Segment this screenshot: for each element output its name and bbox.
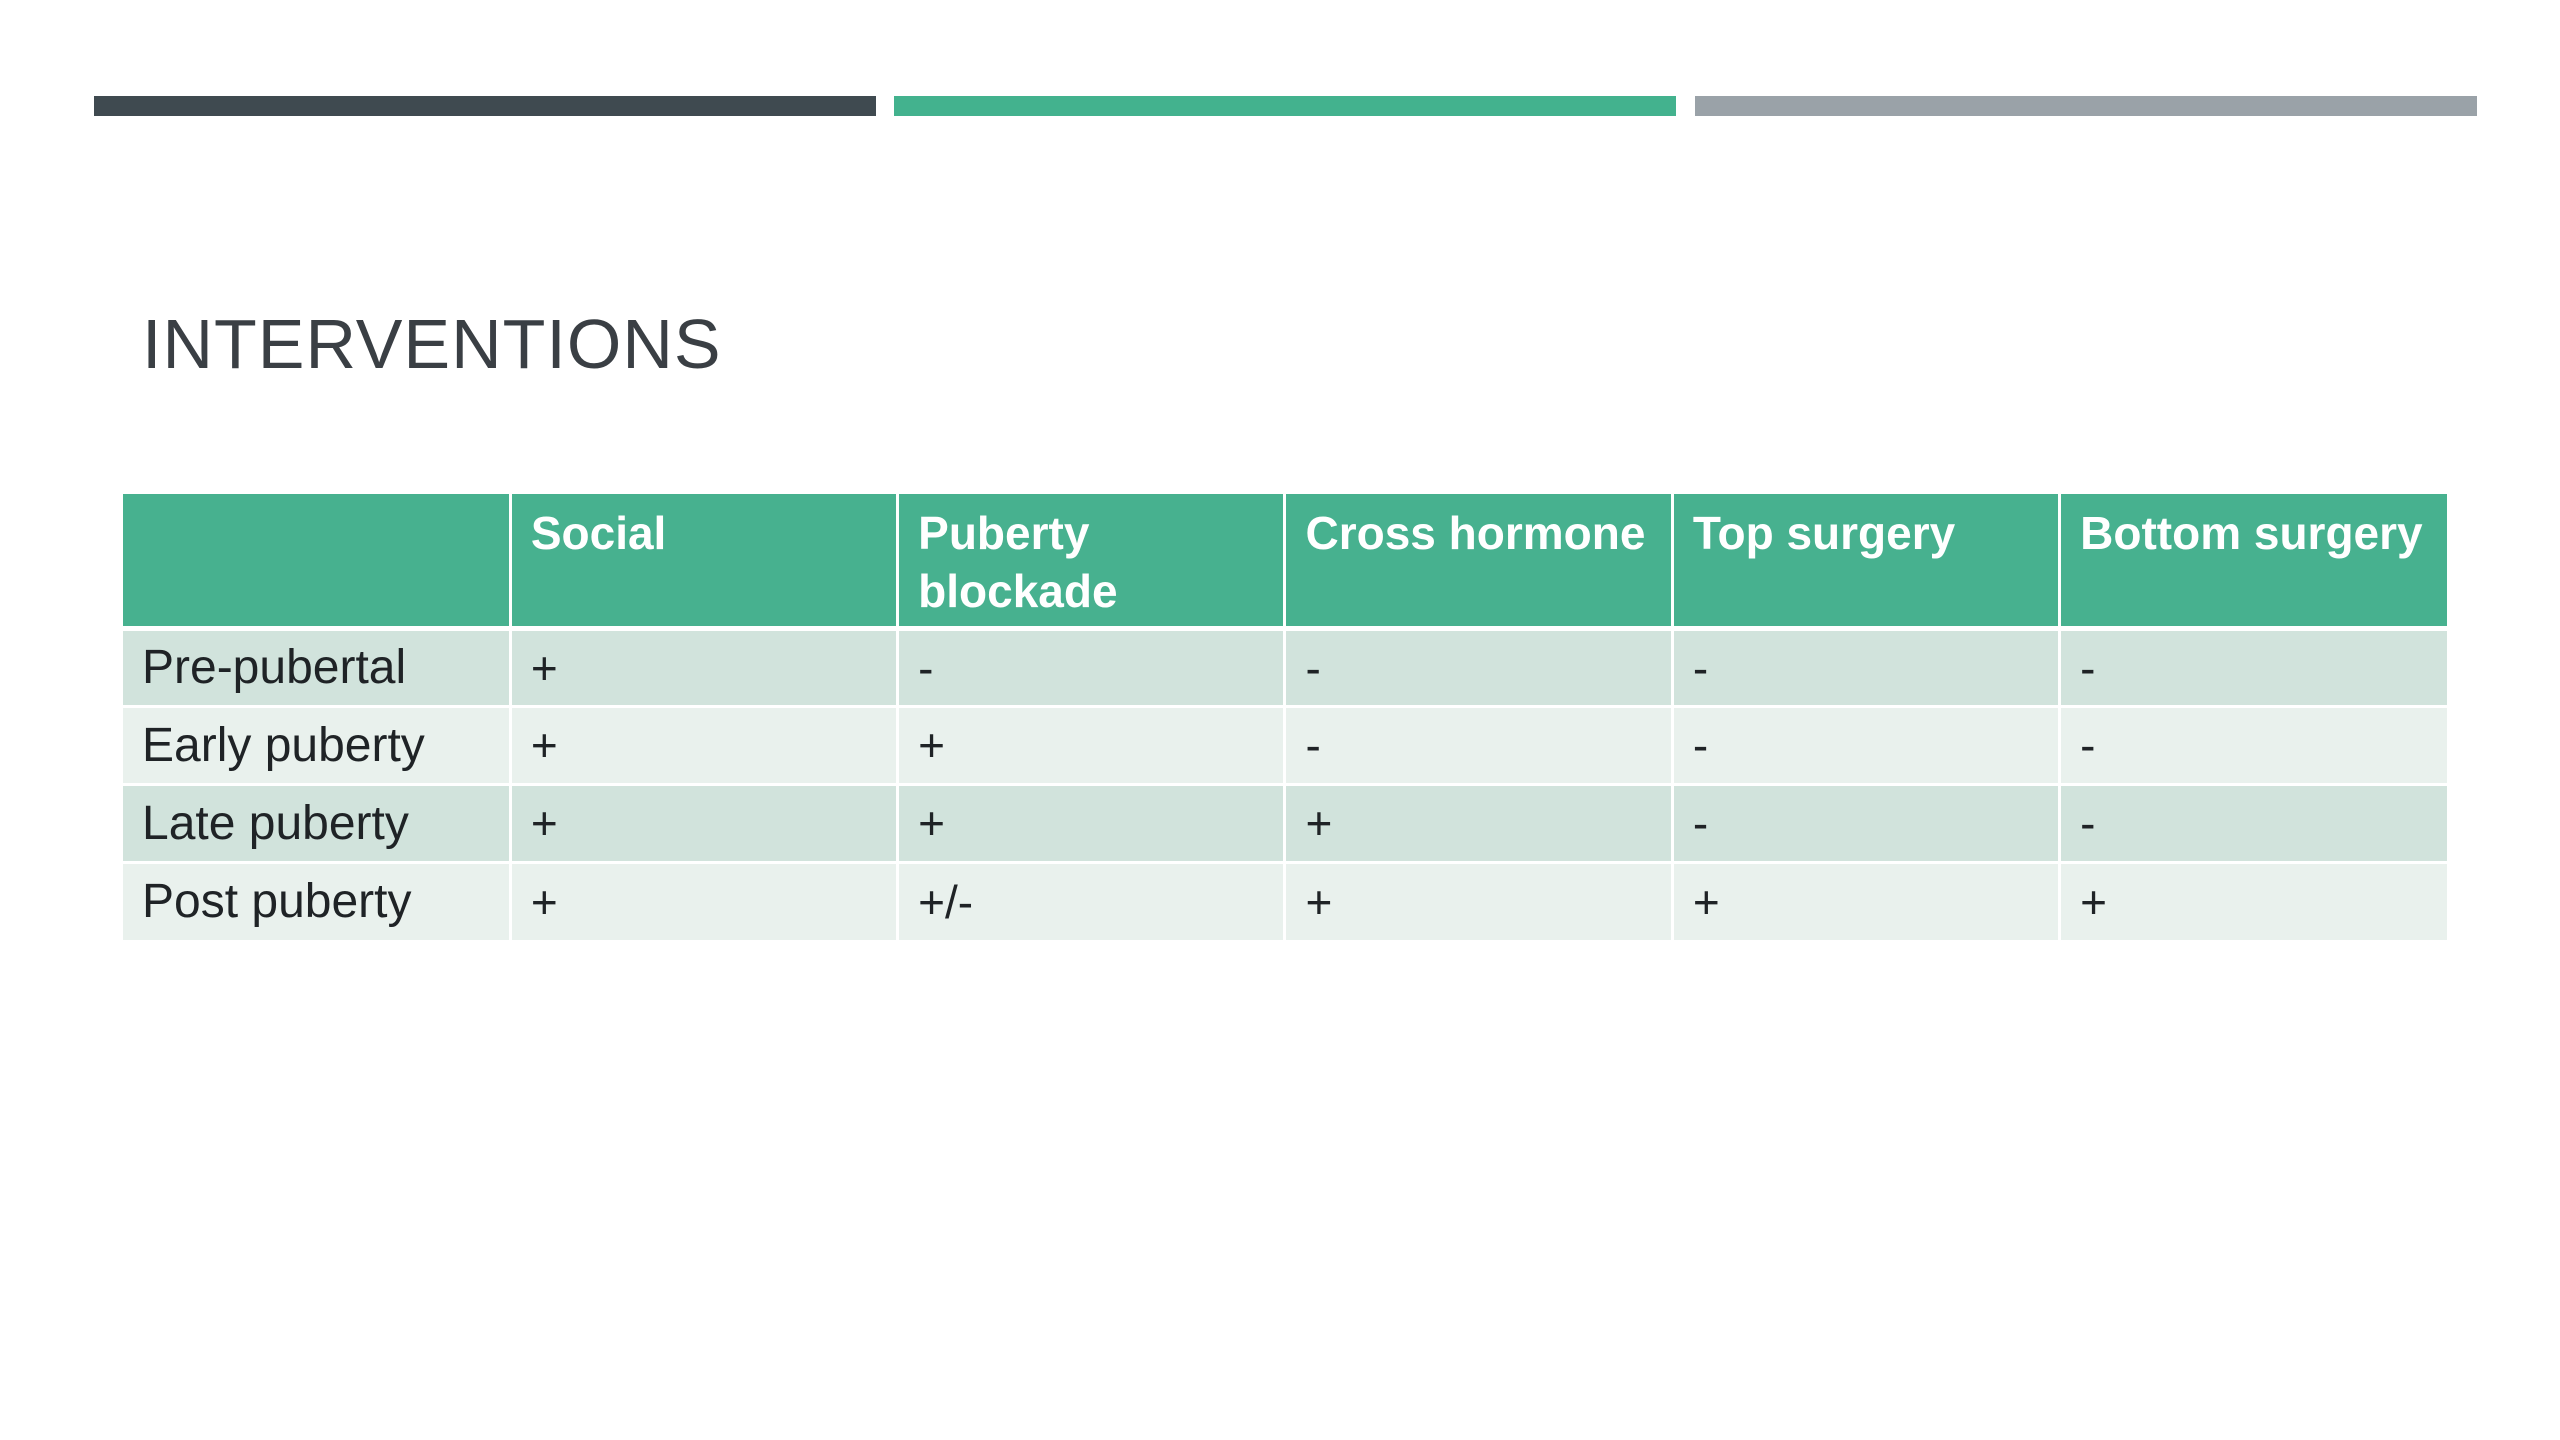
table-row: Post puberty + +/- + + +: [123, 862, 2447, 940]
table-row: Early puberty + + - - -: [123, 706, 2447, 784]
table-cell: -: [2059, 784, 2447, 862]
table-cell: +: [510, 706, 900, 784]
table-cell: -: [2059, 706, 2447, 784]
row-label: Late puberty: [123, 784, 512, 862]
row-label: Early puberty: [123, 706, 512, 784]
slide-title: INTERVENTIONS: [142, 305, 722, 383]
header-cell-top-surgery: Top surgery: [1672, 494, 2062, 628]
header-cell-cross-hormone: Cross hormone: [1284, 494, 1674, 628]
table-cell: +: [1284, 862, 1674, 940]
table-cell: +: [510, 628, 900, 706]
header-cell-bottom-surgery: Bottom surgery: [2059, 494, 2447, 628]
header-cell-puberty-blockade: Puberty blockade: [897, 494, 1287, 628]
table-cell: +: [1672, 862, 2062, 940]
table-cell: +: [897, 784, 1287, 862]
table-cell: +: [897, 706, 1287, 784]
table-cell: +/-: [897, 862, 1287, 940]
table-row: Pre-pubertal + - - - -: [123, 628, 2447, 706]
table-cell: -: [1672, 784, 2062, 862]
table-cell: -: [1284, 628, 1674, 706]
accent-bar-teal: [894, 96, 1676, 116]
table-cell: -: [2059, 628, 2447, 706]
header-cell-social: Social: [510, 494, 900, 628]
table-cell: -: [897, 628, 1287, 706]
table-cell: +: [2059, 862, 2447, 940]
table-cell: -: [1672, 706, 2062, 784]
accent-bar-dark: [94, 96, 876, 116]
row-label: Pre-pubertal: [123, 628, 512, 706]
table-cell: +: [510, 784, 900, 862]
table-cell: -: [1284, 706, 1674, 784]
header-cell-corner: [123, 494, 512, 628]
row-label: Post puberty: [123, 862, 512, 940]
table-cell: -: [1672, 628, 2062, 706]
interventions-table: Social Puberty blockade Cross hormone To…: [123, 494, 2447, 940]
table-cell: +: [510, 862, 900, 940]
accent-bar-gray: [1695, 96, 2477, 116]
table-cell: +: [1284, 784, 1674, 862]
table-row: Late puberty + + + - -: [123, 784, 2447, 862]
table-header-row: Social Puberty blockade Cross hormone To…: [123, 494, 2447, 628]
